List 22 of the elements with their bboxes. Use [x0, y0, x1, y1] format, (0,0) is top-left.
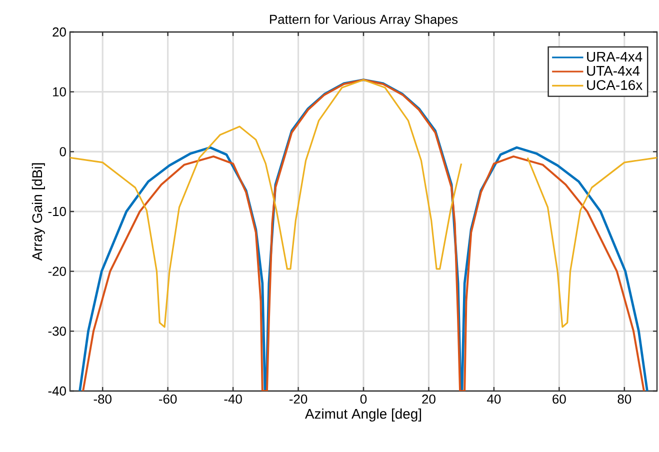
y-tick-label: -10 — [48, 206, 66, 216]
x-tick-label: 60 — [552, 394, 566, 404]
x-axis-title: Azimut Angle [deg] — [304, 408, 422, 422]
x-tick-label: -80 — [94, 394, 112, 404]
y-tick-label: -40 — [48, 386, 66, 396]
chart-title: Pattern for Various Array Shapes — [270, 14, 458, 26]
x-tick-label: -20 — [289, 394, 308, 404]
y-tick-label: 20 — [52, 27, 66, 37]
y-axis-title: Array Gain [dBi] — [32, 163, 45, 261]
y-tick-label: -30 — [48, 326, 66, 336]
legend-label: URA-4x4 — [587, 52, 642, 62]
x-tick-label: 0 — [360, 394, 367, 404]
y-tick-label: 0 — [60, 147, 66, 156]
x-tick-label: -60 — [159, 394, 177, 404]
x-tick-label: -40 — [224, 394, 242, 404]
y-tick-label: 10 — [53, 87, 66, 96]
legend-label: UCA-16x — [587, 80, 642, 90]
x-tick-label: 20 — [422, 394, 436, 404]
x-tick-label: 80 — [618, 394, 632, 404]
legend-label: UTA-4x4 — [587, 66, 640, 76]
x-tick-label: 40 — [487, 394, 501, 404]
y-tick-label: -20 — [48, 266, 66, 276]
